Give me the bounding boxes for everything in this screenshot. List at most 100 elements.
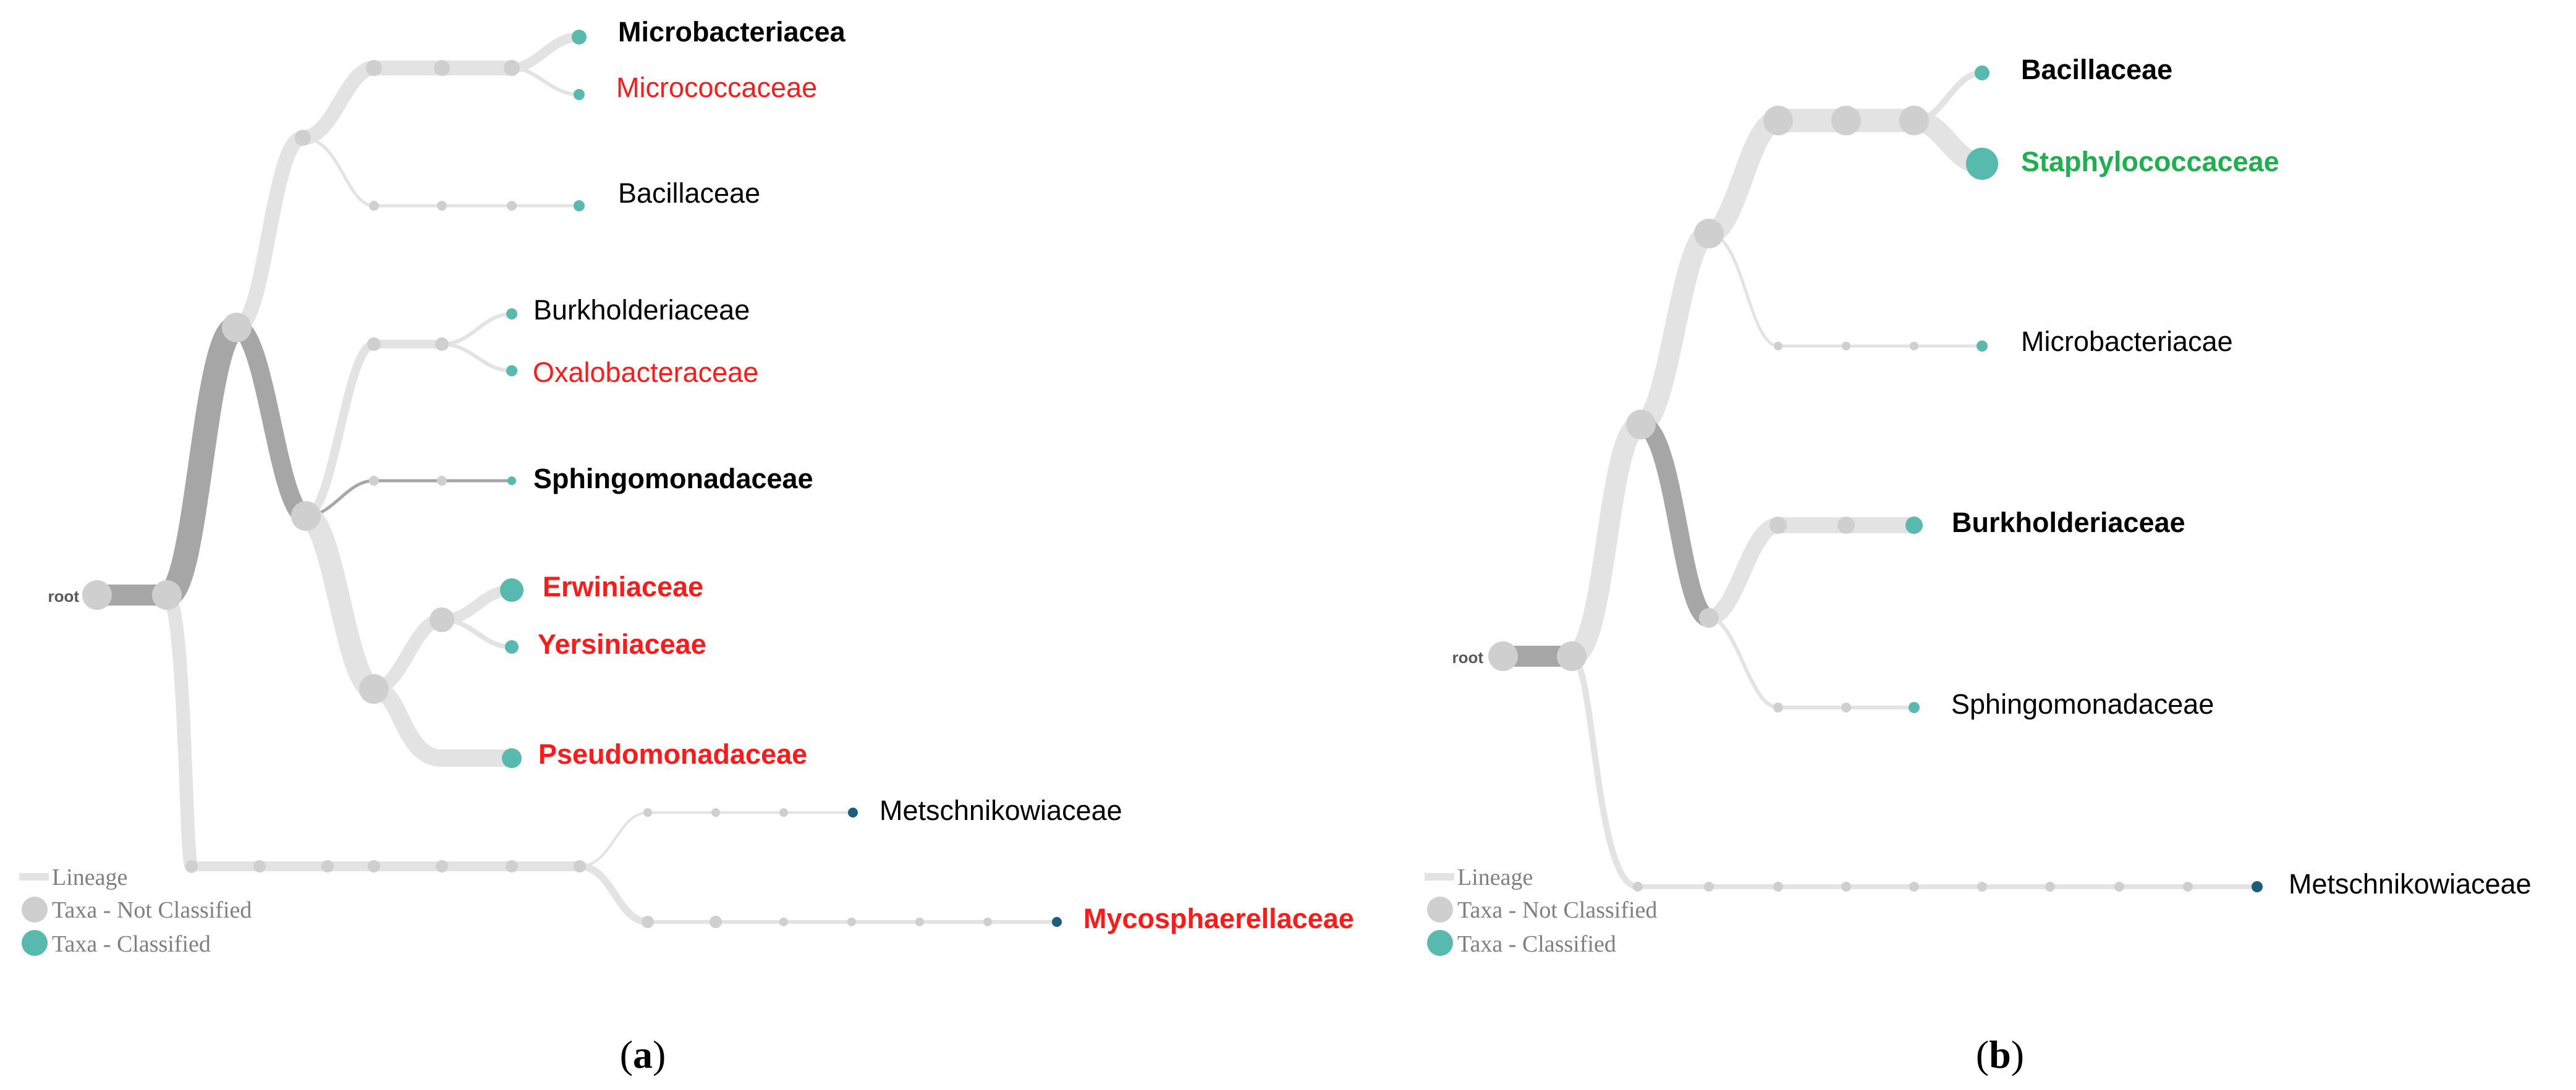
legend-classified-label: Taxa - Classified	[1457, 931, 1616, 957]
tree-node	[1774, 342, 1782, 350]
leaf-node-burkholderiaceae	[1905, 517, 1923, 534]
root-label: root	[1452, 648, 1483, 667]
legend-not-classified-label: Taxa - Not Classified	[52, 897, 252, 923]
panel-b-edges	[1493, 70, 2260, 890]
legend-not-classified-swatch	[1427, 897, 1453, 923]
edge	[155, 315, 249, 607]
panel-b-nodes	[1488, 65, 2263, 892]
edge	[1701, 517, 1786, 626]
leaf-node-bacillaceae	[1975, 65, 1989, 80]
edge	[510, 66, 581, 96]
tree-node	[437, 476, 447, 486]
tree-node	[1841, 882, 1851, 892]
leaf-node-sphingomonadaceae	[507, 476, 516, 485]
leaf-node-microbacteriacea	[572, 30, 587, 44]
tree-node	[915, 918, 924, 926]
tree-node	[1626, 410, 1656, 439]
edge	[1707, 232, 1780, 348]
leaf-node-micrococcaceae	[574, 89, 585, 100]
caption-close-paren: )	[2011, 1033, 2024, 1076]
tree-node	[152, 580, 182, 610]
edge	[301, 136, 376, 208]
leaf-node-staphylococcaceae	[1966, 148, 1998, 180]
taxon-label: Burkholderiaceae	[1952, 507, 2185, 538]
tree-node	[574, 860, 586, 872]
tree-node	[366, 60, 382, 76]
taxon-label: Burkholderiaceae	[533, 294, 750, 326]
tree-node	[369, 476, 379, 486]
edge	[440, 312, 514, 346]
tree-node	[1773, 882, 1783, 892]
taxon-label: Metschnikowiaceae	[879, 795, 1122, 826]
legend-lineage-label: Lineage	[1457, 864, 1533, 890]
tree-node	[710, 916, 722, 928]
root-node	[82, 580, 112, 610]
caption-letter: a	[633, 1033, 653, 1076]
caption-close-paren: )	[653, 1033, 666, 1076]
panel-a-tree: root Microbacteriacea Micrococcaceae Bac…	[19, 16, 1354, 1076]
tree-node	[1842, 342, 1850, 350]
panel-a-nodes	[82, 30, 1062, 928]
edge	[576, 863, 651, 926]
edge	[1707, 616, 1780, 709]
tree-node	[847, 918, 856, 926]
panel-b-legend: Lineage Taxa - Not Classified Taxa - Cla…	[1425, 864, 1657, 957]
tree-node	[711, 808, 720, 817]
taxon-label: Staphylococcaceae	[2021, 146, 2279, 177]
taxon-label: Metschnikowiaceae	[2289, 868, 2532, 900]
leaf-node-bacillaceae	[574, 200, 585, 211]
edge	[295, 61, 381, 145]
taxon-label: Microbacteriacea	[618, 16, 846, 48]
tree-node	[2045, 882, 2055, 892]
tree-node	[1837, 517, 1855, 534]
root-node	[1488, 641, 1518, 671]
edge	[440, 342, 514, 373]
tree-node	[1910, 342, 1918, 350]
edge	[1630, 223, 1719, 435]
tree-node	[430, 607, 454, 632]
leaf-node-microbacteriacae	[1976, 340, 1988, 352]
edge	[295, 505, 385, 700]
tree-node	[1977, 882, 1987, 892]
tree-node	[2114, 882, 2124, 892]
taxon-label: Bacillaceae	[2021, 54, 2172, 85]
tree-node	[253, 860, 266, 872]
tree-node	[1557, 641, 1587, 671]
taxon-label: Microbacteriacae	[2021, 326, 2233, 357]
legend-not-classified-swatch	[22, 897, 48, 923]
legend-lineage-swatch	[1425, 873, 1454, 881]
tree-node	[222, 313, 252, 342]
tree-node	[1841, 703, 1851, 712]
leaf-node-metschnikowiaceae	[848, 808, 858, 817]
tree-node	[1909, 882, 1919, 892]
tree-node	[295, 130, 311, 146]
tree-node	[1831, 106, 1861, 135]
legend-classified-swatch	[1427, 930, 1453, 956]
leaf-node-burkholderiaceae	[506, 308, 517, 319]
taxon-label: Sphingomonadaceae	[1951, 688, 2214, 720]
leaf-node-yersiniaceae	[505, 640, 519, 654]
taxon-label: Erwiniaceae	[543, 571, 703, 602]
panel-b-labels: root Bacillaceae Staphylococcaceae Micro…	[1452, 54, 2531, 900]
tree-node	[1899, 106, 1929, 135]
edge	[1569, 653, 1641, 890]
caption-letter: b	[1989, 1033, 2011, 1076]
tree-node	[1699, 608, 1719, 628]
legend-classified-label: Taxa - Classified	[52, 931, 211, 957]
edge	[1632, 415, 1718, 627]
tree-node	[506, 860, 518, 872]
leaf-node-pseudomonadaceae	[502, 748, 522, 768]
tree-node	[185, 860, 198, 872]
leaf-node-erwiniaceae	[500, 578, 523, 602]
panel-a-legend: Lineage Taxa - Not Classified Taxa - Cla…	[19, 864, 252, 957]
tree-node	[1694, 219, 1724, 248]
edge	[302, 340, 378, 520]
taxon-label: Oxalobacteraceae	[533, 357, 758, 388]
legend-not-classified-label: Taxa - Not Classified	[1457, 897, 1657, 923]
panel-a-caption: (a)	[620, 1033, 666, 1076]
root-label: root	[48, 587, 79, 606]
edge	[227, 318, 315, 525]
taxon-label: Bacillaceae	[618, 177, 760, 209]
tree-node	[291, 501, 321, 531]
tree-node	[1633, 882, 1643, 892]
